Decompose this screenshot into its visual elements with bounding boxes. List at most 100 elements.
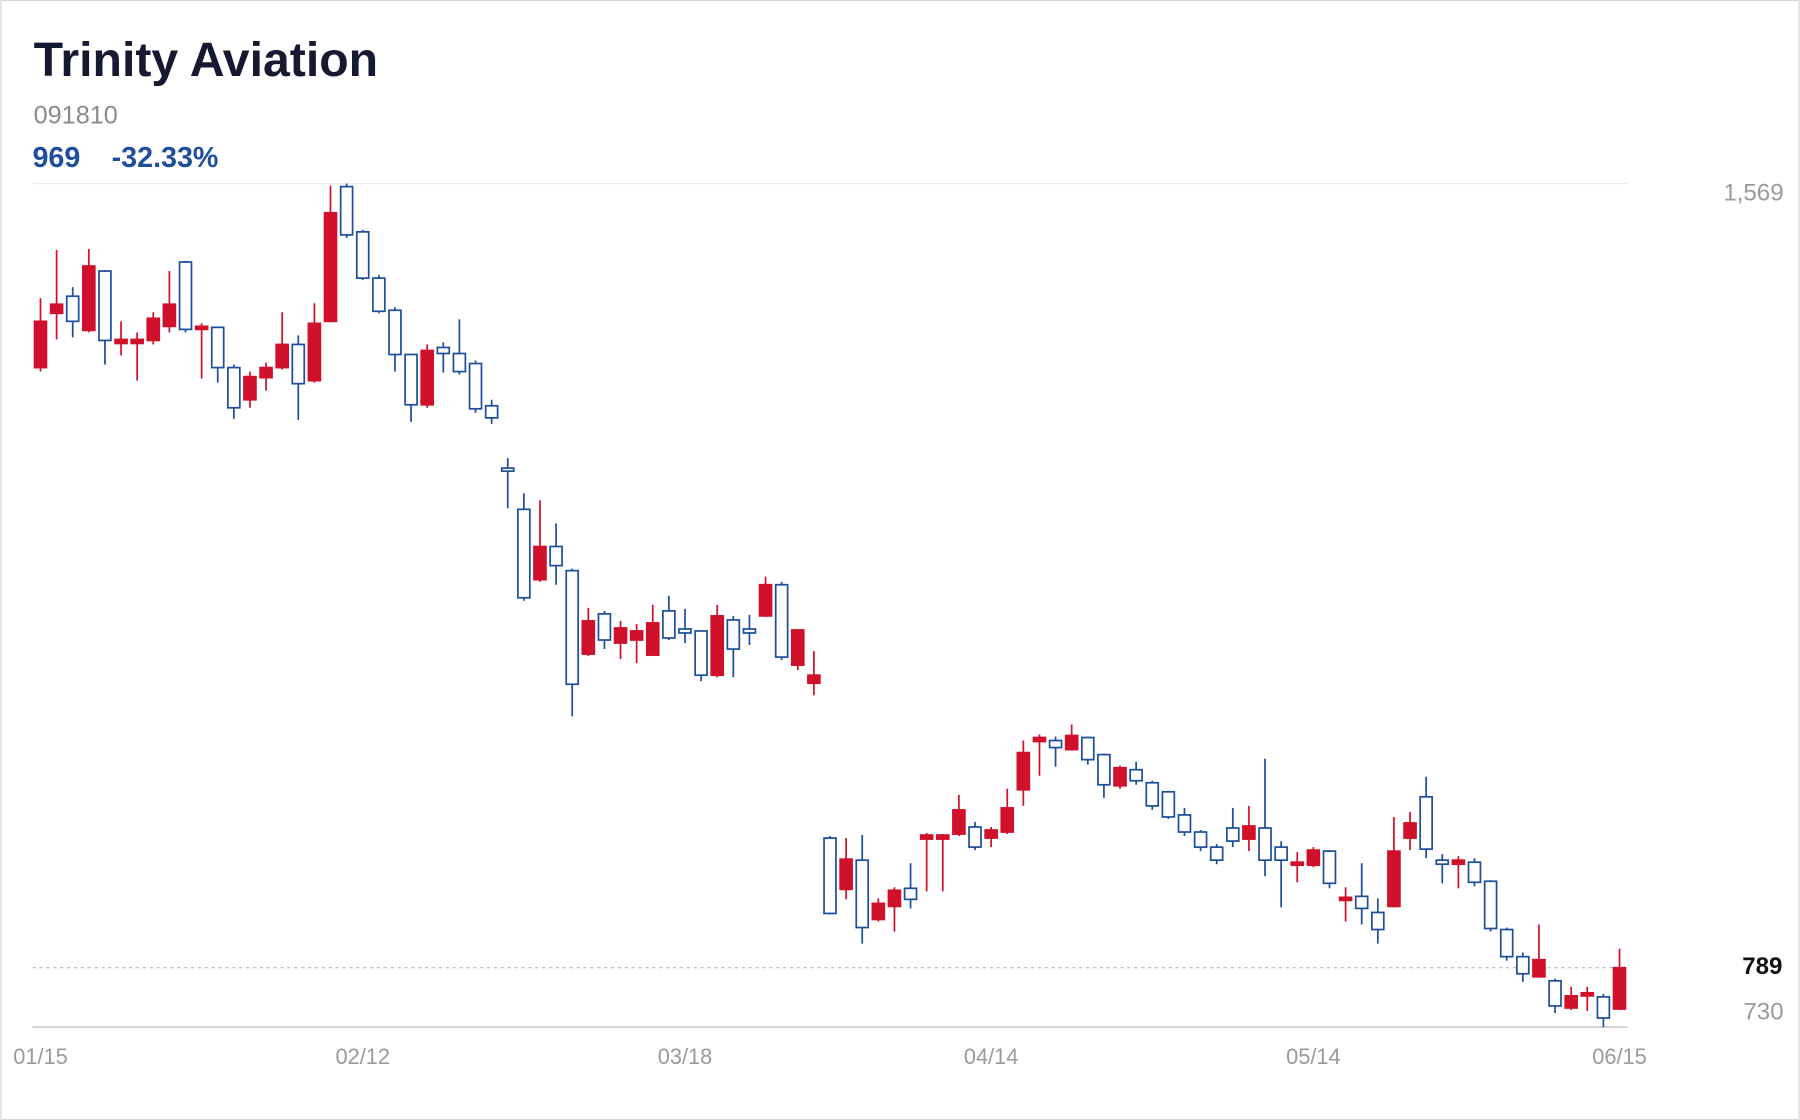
candle-body (903, 887, 918, 901)
candle-body (1064, 734, 1079, 751)
candle-body (323, 211, 338, 323)
candle-body (855, 859, 870, 929)
candle-body (678, 628, 692, 634)
candle-body (243, 375, 257, 401)
candle-body (291, 343, 306, 385)
y-tick-label: 730 (1743, 999, 1783, 1026)
candle-body (1306, 849, 1321, 867)
candle-body (807, 674, 821, 685)
candle-body (404, 353, 418, 406)
candle-body (694, 630, 708, 677)
price: 969 (32, 142, 80, 174)
candle-body (1225, 827, 1240, 842)
candle-body (742, 628, 757, 634)
candle-body (1354, 895, 1369, 910)
candle-body (1113, 766, 1127, 787)
candle-body (227, 366, 241, 409)
candle-body (162, 303, 177, 328)
candle-body (549, 545, 563, 567)
candle-body (146, 317, 161, 342)
candle-body (823, 837, 837, 915)
candle-body (1274, 846, 1288, 862)
last-price-label: 789 (1742, 953, 1782, 980)
candle-body (1435, 859, 1450, 866)
x-tick-label: 06/15 (1592, 1044, 1647, 1069)
candle-body (1032, 736, 1047, 743)
candle-body (388, 309, 402, 356)
x-tick-label: 01/15 (13, 1044, 68, 1069)
candle-body (871, 902, 886, 921)
candle-body (1209, 846, 1224, 862)
candle-body (307, 322, 322, 382)
candle-body (1000, 807, 1015, 833)
ticker-code: 091810 (34, 102, 118, 130)
change: -32.33% (112, 142, 219, 174)
plot: 1,569 730 01/15 02/12 03/18 04/14 05/14 06/15 78… (13, 179, 1783, 1069)
candle-body (1580, 992, 1595, 997)
candle-body (436, 346, 451, 355)
candle-body (82, 265, 96, 332)
candle-body (33, 320, 48, 369)
candle-body (1532, 958, 1546, 978)
candle-body (968, 826, 982, 848)
candle-body (565, 569, 580, 686)
candle-body (1516, 955, 1530, 975)
candle-body (65, 295, 80, 323)
candle-body (1242, 825, 1256, 840)
candle-body (1499, 928, 1514, 958)
candle-body (484, 404, 499, 419)
x-tick-label: 04/14 (964, 1044, 1019, 1069)
candle-body (339, 185, 354, 236)
candle-body (1322, 850, 1337, 885)
candle-body (114, 338, 128, 345)
candle-body (1145, 781, 1160, 807)
candle-body (517, 508, 531, 599)
candle-body (1548, 979, 1562, 1007)
candle-body (1338, 896, 1353, 902)
candle-body (210, 326, 225, 369)
candle-body (1419, 795, 1433, 850)
candle-body (710, 615, 725, 677)
candle-body (629, 630, 644, 641)
candle-body (468, 362, 483, 410)
candle-body (1451, 859, 1466, 866)
candle-body (178, 261, 193, 331)
candle-body (1564, 995, 1578, 1009)
candle-body (952, 809, 966, 835)
candle-body (613, 627, 628, 644)
candle-body (98, 270, 112, 342)
candle-body (839, 858, 853, 891)
candle-body (1612, 966, 1627, 1010)
candle-body (1129, 768, 1143, 782)
candle-body (1193, 831, 1208, 848)
candle-body (887, 889, 902, 908)
candle-body (726, 619, 741, 650)
candle-body (452, 352, 467, 373)
candle-body (597, 613, 612, 641)
candle-body (1161, 790, 1176, 818)
candle-body (1370, 911, 1385, 931)
x-tick-label: 05/14 (1286, 1044, 1341, 1069)
candle-body (790, 629, 805, 667)
candle-body (1467, 861, 1482, 884)
candle-body (1080, 736, 1095, 761)
candle-body (758, 583, 773, 617)
candle-body (774, 583, 789, 658)
candle-body (500, 467, 515, 472)
candle-body (1097, 753, 1111, 786)
candle-body (1403, 822, 1417, 839)
candle-body (49, 303, 64, 315)
candle-body (984, 829, 998, 839)
x-tick-label: 02/12 (335, 1044, 390, 1069)
candle-body (259, 366, 273, 379)
candle-body (1258, 827, 1272, 862)
candle-body (1387, 850, 1401, 908)
candle-body (645, 622, 660, 656)
candle-body (372, 277, 386, 313)
candle-body (662, 609, 676, 639)
candle-body (355, 231, 370, 279)
candle-body (581, 620, 596, 655)
x-tick-label: 03/18 (658, 1044, 713, 1069)
